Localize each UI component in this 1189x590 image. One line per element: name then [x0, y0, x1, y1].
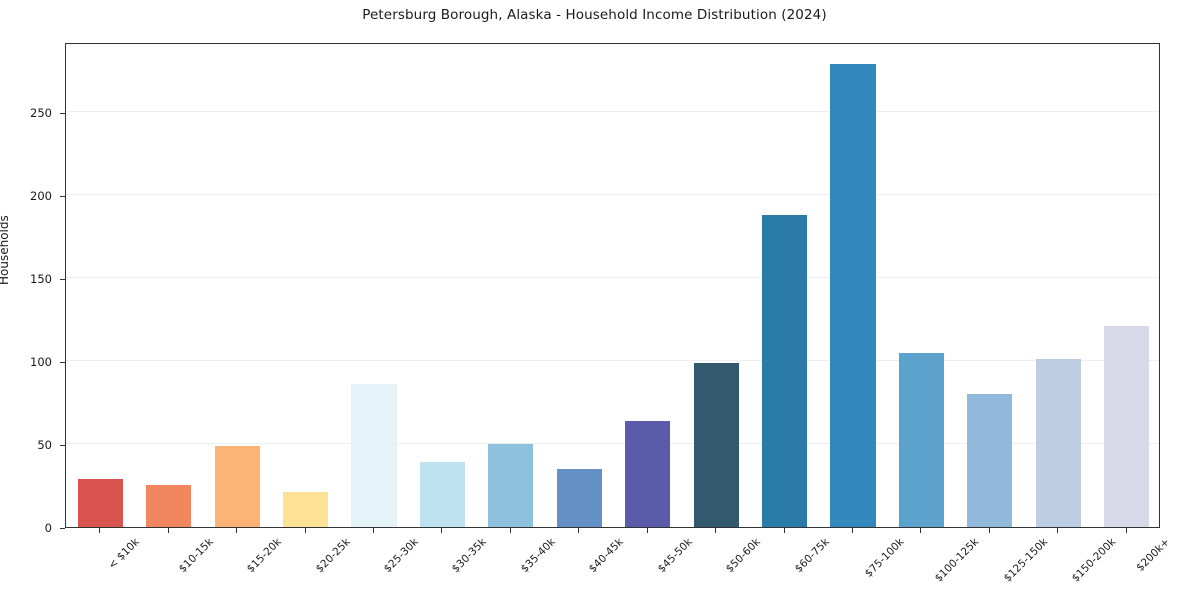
bar	[214, 445, 260, 527]
x-tick-label: $10-15k	[176, 536, 216, 576]
y-axis-ticks: 0 50 100 150 200 250	[0, 43, 65, 535]
gridline	[66, 359, 1159, 361]
x-tick-label: $15-20k	[244, 536, 284, 576]
x-tick-mark	[988, 528, 990, 533]
bar	[1104, 326, 1150, 527]
y-tick-label: 150	[30, 271, 52, 286]
y-tick-mark	[60, 528, 65, 529]
bar	[282, 492, 329, 527]
x-tick-mark	[1125, 528, 1127, 533]
x-tick-label: $125-150k	[1001, 536, 1051, 585]
y-tick-mark	[60, 195, 65, 197]
x-tick-mark	[372, 528, 374, 533]
gridline	[66, 193, 1159, 195]
y-tick-label: 200	[30, 188, 52, 203]
x-tick-label: $200k+	[1133, 536, 1172, 574]
gridline	[66, 442, 1159, 444]
y-tick-label: 0	[44, 521, 52, 535]
x-tick-label: < $10k	[106, 536, 142, 572]
x-tick-label: $20-25k	[313, 536, 353, 576]
x-tick-mark	[646, 528, 648, 533]
x-tick-label: $60-75k	[792, 536, 832, 576]
x-tick-mark	[1057, 528, 1059, 533]
x-tick-mark	[167, 528, 169, 533]
gridline	[66, 110, 1159, 112]
bar-series	[66, 44, 1159, 527]
x-tick-mark	[578, 528, 580, 533]
bar	[1035, 359, 1081, 527]
x-tick-mark	[783, 528, 785, 533]
chart-title: Petersburg Borough, Alaska - Household I…	[362, 7, 827, 23]
x-axis-ticks: < $10k $10-15k $15-20k $20-25k $25-30k $30-35…	[65, 528, 1172, 590]
y-tick-mark	[60, 361, 65, 363]
x-tick-label: $150-200k	[1069, 536, 1119, 585]
x-tick-mark	[509, 528, 511, 533]
bar	[419, 462, 465, 527]
y-tick-label: 50	[37, 437, 52, 452]
bar	[967, 394, 1013, 527]
x-tick-mark	[236, 528, 238, 533]
x-tick-label: $75-100k	[862, 536, 907, 580]
y-tick-mark	[60, 112, 65, 114]
gridline	[66, 276, 1159, 278]
bar	[77, 478, 123, 527]
y-tick-label: 100	[30, 354, 52, 369]
bar	[488, 443, 534, 527]
grid-lines	[66, 44, 1159, 527]
x-tick-mark	[715, 528, 717, 533]
bar	[693, 362, 739, 527]
y-tick-mark	[60, 278, 65, 280]
x-tick-label: $100-125k	[933, 536, 982, 585]
bar	[556, 468, 602, 527]
x-tick-mark	[441, 528, 443, 533]
bar	[830, 63, 876, 527]
x-tick-label: $40-45k	[586, 536, 627, 576]
x-tick-mark	[304, 528, 306, 533]
bar	[351, 384, 397, 527]
x-tick-label: $30-35k	[450, 536, 490, 576]
x-tick-mark	[99, 528, 101, 533]
bar	[146, 485, 192, 527]
y-tick-label: 250	[30, 105, 52, 120]
x-tick-label: $35-40k	[518, 536, 558, 576]
x-tick-label: $50-60k	[723, 536, 763, 576]
x-tick-mark	[920, 528, 922, 533]
x-tick-label: $45-50k	[655, 536, 695, 576]
y-tick-mark	[60, 444, 65, 446]
plot-area	[65, 43, 1160, 528]
x-tick-label: $25-30k	[381, 536, 421, 576]
bar	[898, 352, 945, 527]
x-tick-mark	[852, 528, 854, 533]
bar	[625, 420, 671, 527]
bar	[762, 214, 808, 527]
